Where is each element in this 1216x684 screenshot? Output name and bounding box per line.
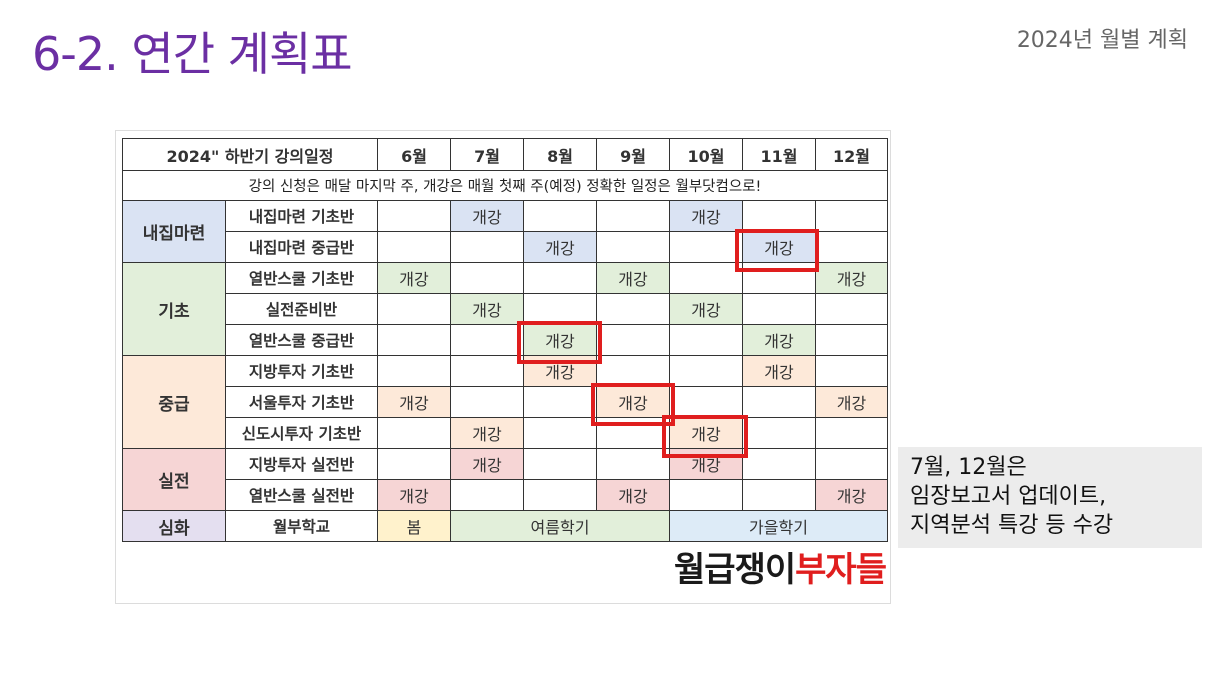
open-cell: 개강	[742, 231, 816, 263]
header-row: 2024" 하반기 강의일정 6월 7월 8월 9월 10월 11월 12월	[122, 138, 888, 171]
page-title: 6-2. 연간 계획표	[32, 27, 353, 81]
month-header: 9월	[596, 138, 670, 171]
highlight-box	[735, 229, 819, 272]
open-cell: 개강	[377, 262, 451, 294]
open-cell: 개강	[450, 448, 524, 480]
category-cell: 중급	[122, 355, 226, 449]
term-cell: 여름학기	[450, 510, 670, 542]
schedule-image: 2024" 하반기 강의일정 6월 7월 8월 9월 10월 11월 12월 강…	[115, 130, 891, 604]
month-header: 7월	[450, 138, 524, 171]
open-cell: 개강	[377, 479, 451, 511]
open-cell: 개강	[669, 448, 743, 480]
open-cell: 개강	[669, 200, 743, 232]
brand-logo: 월급쟁이부자들	[674, 542, 887, 591]
table-row: 열반스쿨 중급반 개강 개강	[123, 324, 888, 356]
table-row: 열반스쿨 실전반 개강 개강 개강	[123, 479, 888, 511]
month-header: 10월	[669, 138, 743, 171]
open-cell: 개강	[596, 262, 670, 294]
brand-part-red: 부자들	[795, 550, 887, 590]
open-cell: 개강	[815, 479, 888, 511]
table-row: 실전준비반 개강 개강	[123, 293, 888, 325]
open-cell: 개강	[815, 262, 888, 294]
table-row: 내집마련 중급반 개강 개강	[123, 231, 888, 263]
schedule-table: 2024" 하반기 강의일정 6월 7월 8월 9월 10월 11월 12월 강…	[122, 138, 888, 542]
open-cell: 개강	[742, 324, 816, 356]
highlight-box	[662, 415, 748, 458]
highlight-box	[517, 321, 602, 364]
corner-label: 2024" 하반기 강의일정	[122, 138, 378, 171]
category-cell: 내집마련	[122, 200, 226, 263]
side-note: 7월, 12월은 임장보고서 업데이트, 지역분석 특강 등 수강	[898, 447, 1202, 548]
open-cell: 개강	[377, 386, 451, 418]
table-row: 신도시투자 기초반 개강 개강	[123, 417, 888, 449]
month-header: 11월	[742, 138, 816, 171]
course-name: 내집마련 중급반	[225, 231, 378, 263]
highlight-box	[591, 383, 675, 426]
course-name: 지방투자 실전반	[225, 448, 378, 480]
open-cell: 개강	[669, 293, 743, 325]
table-row: 기초 열반스쿨 기초반 개강 개강 개강	[122, 262, 888, 356]
page-subtitle: 2024년 월별 계획	[1016, 28, 1188, 53]
open-cell: 개강	[450, 200, 524, 232]
open-cell: 개강	[523, 231, 597, 263]
table-row: 내집마련 내집마련 기초반 개강 개강	[122, 200, 888, 263]
term-cell: 가을학기	[669, 510, 888, 542]
course-name: 열반스쿨 실전반	[225, 479, 378, 511]
month-header: 8월	[523, 138, 597, 171]
course-name: 신도시투자 기초반	[225, 417, 378, 449]
course-name: 월부학교	[225, 510, 378, 542]
open-cell: 개강	[450, 417, 524, 449]
notice-row: 강의 신청은 매달 마지막 주, 개강은 매월 첫째 주(예정) 정확한 일정은…	[122, 170, 888, 201]
open-cell: 개강	[742, 355, 816, 387]
table-row: 심화 월부학교 봄 여름학기 가을학기	[122, 510, 888, 542]
category-cell: 기초	[122, 262, 226, 356]
brand-part-dark: 월급쟁이	[674, 550, 796, 590]
notice-text: 강의 신청은 매달 마지막 주, 개강은 매월 첫째 주(예정) 정확한 일정은…	[122, 170, 888, 201]
open-cell: 개강	[815, 386, 888, 418]
table-row: 중급 지방투자 기초반 개강 개강	[122, 355, 888, 449]
category-cell: 실전	[122, 448, 226, 511]
month-header: 6월	[377, 138, 451, 171]
course-name: 내집마련 기초반	[225, 200, 378, 232]
table-row: 서울투자 기초반 개강 개강 개강	[123, 386, 888, 418]
course-name: 서울투자 기초반	[225, 386, 378, 418]
open-cell: 개강	[669, 417, 743, 449]
table-row: 실전 지방투자 실전반 개강 개강	[122, 448, 888, 511]
course-name: 열반스쿨 중급반	[225, 324, 378, 356]
month-header: 12월	[815, 138, 888, 171]
term-cell: 봄	[377, 510, 451, 542]
note-line: 임장보고서 업데이트,	[910, 484, 1107, 509]
course-name: 열반스쿨 기초반	[225, 262, 378, 294]
open-cell: 개강	[596, 479, 670, 511]
course-name: 지방투자 기초반	[225, 355, 378, 387]
open-cell: 개강	[450, 293, 524, 325]
course-name: 실전준비반	[225, 293, 378, 325]
note-line: 지역분석 특강 등 수강	[910, 513, 1114, 538]
note-line: 7월, 12월은	[910, 455, 1027, 480]
category-cell: 심화	[122, 510, 226, 542]
